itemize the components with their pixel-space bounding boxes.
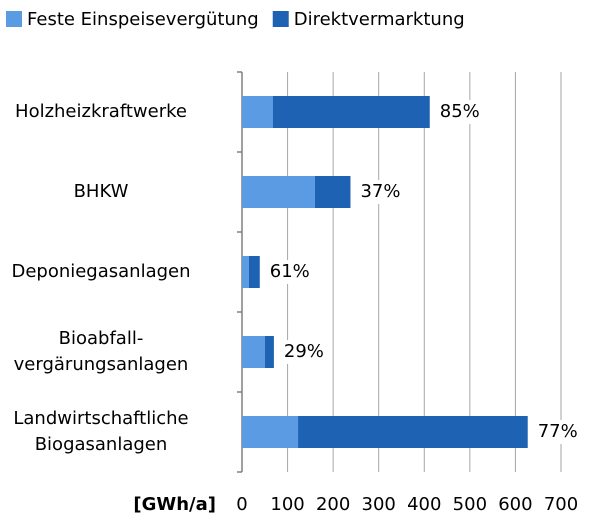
- x-tick-label: 300: [362, 494, 396, 515]
- x-tick-label: 100: [270, 494, 304, 515]
- x-axis-label: [GWh/a]: [133, 494, 216, 515]
- bar-segment: [314, 176, 351, 208]
- bar-segment: [242, 416, 299, 448]
- y-tick-label: Deponiegasanlagen: [11, 261, 191, 282]
- data-label: 29%: [284, 341, 324, 362]
- x-tick-label: 700: [544, 494, 578, 515]
- y-tick-label: Bioabfall- vergärungsanlagen: [13, 328, 189, 375]
- bar-segment: [298, 416, 528, 448]
- data-label: 37%: [360, 181, 400, 202]
- x-tick-label: 0: [236, 494, 247, 515]
- y-tick-label: Holzheizkraftwerke: [15, 101, 187, 122]
- x-tick-label: 200: [316, 494, 350, 515]
- y-tick-label: Landwirtschaftliche Biogasanlagen: [13, 408, 189, 455]
- legend-label: Direktvermarktung: [294, 9, 465, 30]
- x-tick-label: 400: [407, 494, 441, 515]
- data-label-bg: [357, 180, 404, 204]
- bar-segment: [272, 96, 430, 128]
- bar-segment: [248, 256, 260, 288]
- data-label-bg: [266, 260, 313, 284]
- x-tick-label: 600: [498, 494, 532, 515]
- legend-swatch: [272, 11, 289, 27]
- data-label-bg: [534, 420, 581, 444]
- data-label: 61%: [270, 261, 310, 282]
- x-tick-label: 500: [453, 494, 487, 515]
- legend-label: Feste Einspeisevergütung: [27, 9, 259, 30]
- data-label: 85%: [440, 101, 480, 122]
- y-tick-label: BHKW: [73, 181, 129, 202]
- data-label: 77%: [538, 421, 578, 442]
- bar-segment: [242, 336, 265, 368]
- legend-swatch: [6, 11, 22, 27]
- bar-segment: [264, 336, 274, 368]
- bar-segment: [242, 256, 249, 288]
- data-label-bg: [280, 340, 327, 364]
- bar-segment: [242, 96, 273, 128]
- data-label-bg: [436, 100, 483, 124]
- bar-segment: [242, 176, 315, 208]
